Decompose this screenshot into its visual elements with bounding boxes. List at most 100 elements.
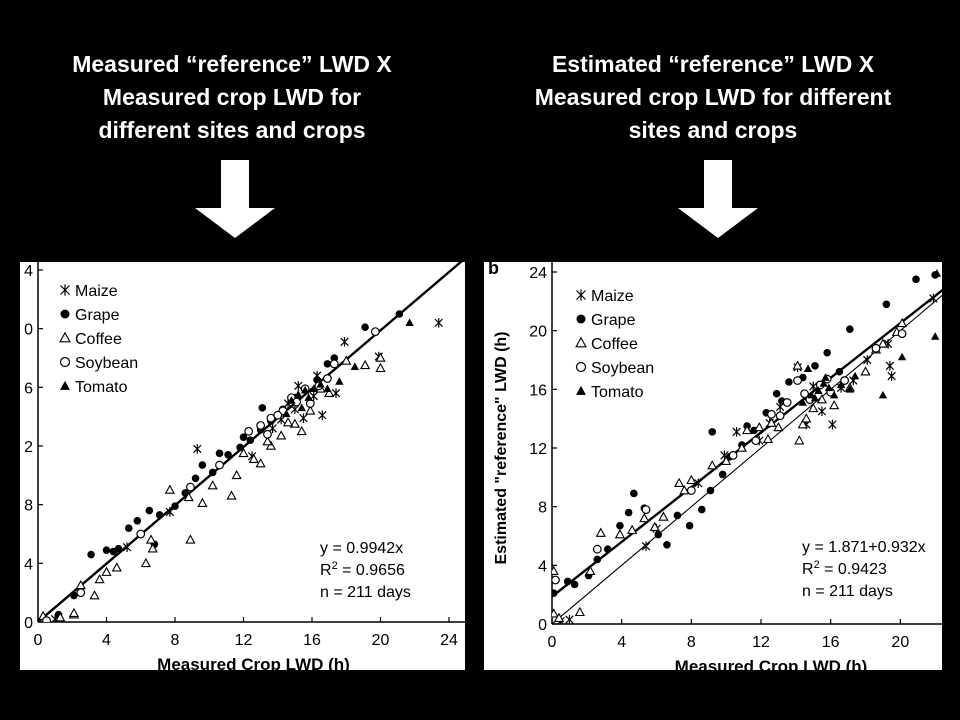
coffee-point xyxy=(595,527,606,537)
tomato-point xyxy=(335,377,344,385)
scatter-plot-right: 0 4 8 12 16 20 0 4 8 12 16 20 24 Measured Crop LWD (h… xyxy=(488,262,942,670)
coffee-point xyxy=(686,474,697,485)
soybean-point xyxy=(897,329,907,338)
soybean-point xyxy=(592,544,602,554)
soybean-point xyxy=(256,421,266,430)
tomato-point xyxy=(819,379,828,387)
soybean-legend-marker xyxy=(59,356,71,368)
coffee-point xyxy=(68,607,80,617)
legend-label-grape: Grape xyxy=(75,307,120,324)
maize-point xyxy=(299,413,308,423)
grape-point xyxy=(706,486,715,495)
y-tick-label: 16 xyxy=(529,382,547,399)
soybean-point xyxy=(244,426,254,436)
left-caption-line-1: Measured “reference” LWD X xyxy=(72,51,392,77)
panel-letter: b xyxy=(488,262,499,278)
coffee-point xyxy=(147,543,158,553)
coffee-point xyxy=(679,485,690,495)
coffee-point xyxy=(282,417,294,427)
tomato-point xyxy=(300,385,310,394)
coffee-point xyxy=(255,458,266,468)
grape-point xyxy=(616,521,624,530)
tomato-point xyxy=(316,380,325,388)
grape-point xyxy=(171,502,179,510)
left-caption-line-3: different sites and crops xyxy=(98,117,366,143)
r-squared-value: = 0.9656 xyxy=(338,562,405,579)
soybean-point xyxy=(782,398,792,407)
tomato-point xyxy=(932,269,942,277)
tomato-point xyxy=(294,390,303,398)
x-tick-label: 0 xyxy=(548,634,557,651)
grape-point xyxy=(663,541,671,549)
grape-point xyxy=(208,468,217,477)
tomato-point xyxy=(350,362,359,371)
coffee-point xyxy=(801,413,812,423)
maize-point xyxy=(817,406,827,417)
grape-point xyxy=(258,404,267,412)
data-points xyxy=(552,269,942,624)
coffee-point xyxy=(639,512,650,523)
right-caption-line-3: sites and crops xyxy=(628,117,798,143)
y-tick-label: 24 xyxy=(529,265,547,282)
legend-label-tomato: Tomato xyxy=(75,379,128,396)
maize-point xyxy=(863,355,872,365)
grape-point xyxy=(395,310,404,318)
soybean-point xyxy=(186,482,195,492)
grape-point xyxy=(246,436,255,444)
x-tick-label: 8 xyxy=(687,634,696,651)
coffee-point xyxy=(265,440,277,450)
y-axis-label: Estimated "reference" LWD (h) xyxy=(493,332,510,565)
x-tick-label: 4 xyxy=(102,632,111,649)
tomato-point xyxy=(405,318,414,327)
coffee-point xyxy=(552,565,559,575)
coffee-point xyxy=(741,424,753,435)
tomato-point xyxy=(323,384,332,393)
coffee-point xyxy=(55,612,66,622)
y-tick-label: 4 xyxy=(24,556,33,573)
down-arrow-left-icon xyxy=(195,160,275,238)
grape-point xyxy=(593,555,602,564)
stats-annotation-line: R2 = 0.9656 xyxy=(320,560,405,579)
coffee-point xyxy=(296,425,307,436)
tomato-point xyxy=(897,352,907,361)
maize-point xyxy=(929,293,938,304)
grape-point xyxy=(155,511,164,519)
coffee-point xyxy=(794,435,805,445)
coffee-point xyxy=(101,566,112,576)
coffee-legend-marker xyxy=(575,336,587,348)
coffee-point xyxy=(649,521,660,531)
coffee-point xyxy=(766,417,777,427)
one-to-one-line xyxy=(552,294,942,624)
right-caption-line-1: Estimated “reference” LWD X xyxy=(551,51,875,77)
y-tick-label: 8 xyxy=(538,500,547,517)
tomato-point xyxy=(282,409,291,417)
coffee-point xyxy=(305,405,316,415)
coffee-point xyxy=(94,573,105,584)
coffee-point xyxy=(896,317,908,328)
tomato-point xyxy=(824,383,834,392)
coffee-point xyxy=(707,460,718,470)
soybean-point xyxy=(793,376,802,385)
maize-point xyxy=(434,318,443,328)
y-tick-label: 0 xyxy=(24,615,33,632)
maize-point xyxy=(732,427,741,437)
grape-point xyxy=(70,591,78,600)
stats-annotation-line: R2 = 0.9423 xyxy=(802,559,887,578)
down-arrow-right-icon xyxy=(678,160,758,238)
tomato-point xyxy=(814,386,823,395)
soybean-point xyxy=(767,409,776,419)
maize-point xyxy=(887,371,896,381)
soybean-point xyxy=(800,389,809,399)
grape-point xyxy=(145,506,154,515)
coffee-point xyxy=(324,387,335,397)
grape-point xyxy=(570,580,579,589)
y-tick-label: 6 xyxy=(24,380,33,397)
grape-point xyxy=(191,474,200,483)
coffee-point xyxy=(674,477,685,487)
grape-point xyxy=(552,589,558,597)
grape-legend-marker xyxy=(576,314,586,324)
grape-point xyxy=(133,517,142,525)
grape-point xyxy=(685,521,694,530)
y-tick-label: 12 xyxy=(529,441,547,458)
coffee-point xyxy=(553,612,565,622)
